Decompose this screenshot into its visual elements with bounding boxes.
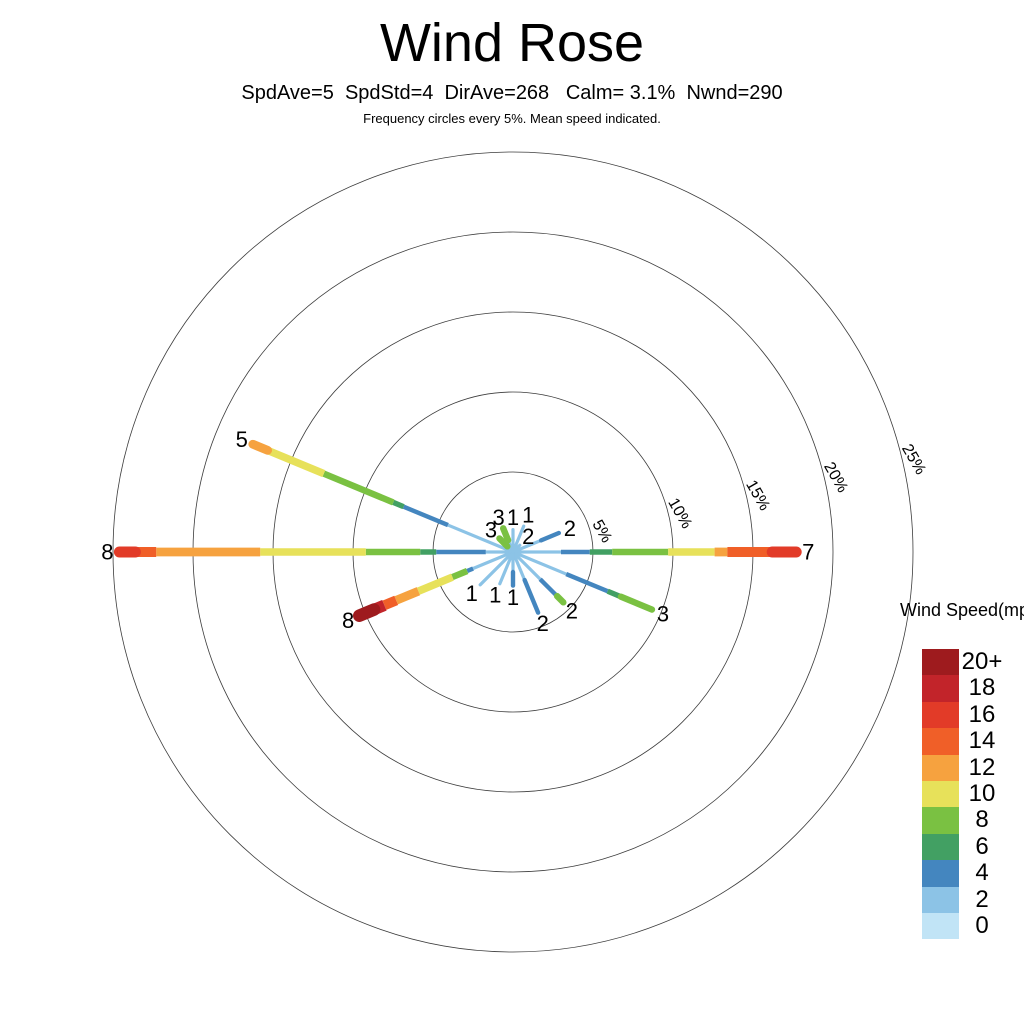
- spoke-WNW-segment-2mph: [447, 523, 514, 554]
- mean-speed-label-NNW: 3: [492, 505, 504, 530]
- legend-label-8: 8: [975, 806, 989, 834]
- ring-label-20: 20%: [820, 459, 851, 495]
- spoke-WSW-segment-4mph: [466, 566, 474, 574]
- spoke-NW-segment-8mph: [496, 535, 511, 550]
- spoke-ESE-segment-8mph: [617, 593, 656, 613]
- spoke-NE-segment-2mph: [511, 543, 522, 554]
- legend-label-0: 0: [975, 911, 989, 939]
- mean-speed-label-NNE: 1: [522, 503, 534, 528]
- legend-entry-10: 10: [922, 779, 1024, 808]
- mean-speed-label-SE: 2: [566, 598, 578, 623]
- legend-entry-18: 18: [922, 674, 1024, 702]
- legend-label-2: 2: [975, 885, 989, 913]
- mean-speed-label-ESE: 3: [657, 602, 669, 627]
- spoke-SW-segment-2mph: [478, 550, 515, 587]
- ring-label-10: 10%: [664, 495, 695, 531]
- legend-swatch-10: [922, 780, 959, 808]
- legend-label-6: 6: [975, 832, 989, 860]
- spoke-WNW-segment-6mph: [392, 499, 405, 510]
- legend-entry-16: 16: [922, 700, 1024, 729]
- mean-speed-label-ENE: 2: [564, 516, 576, 541]
- legend-entry-6: 6: [922, 832, 1024, 861]
- ring-label-group-10: 10%: [664, 495, 695, 531]
- legend-swatch-18: [922, 675, 959, 702]
- mean-speed-label-S: 1: [507, 585, 519, 610]
- legend-label-4: 4: [975, 859, 989, 887]
- legend-label-14: 14: [968, 727, 996, 755]
- legend-rows: 20+ 18 16 14 12 10 8 6 4 2 0: [922, 648, 1024, 940]
- mean-speed-label-NE: 2: [522, 524, 534, 549]
- legend-label-18: 18: [968, 674, 996, 702]
- legend-entry-8: 8: [922, 806, 1024, 834]
- legend-entry-20: 20+: [922, 648, 1024, 676]
- legend-swatch-16: [922, 701, 959, 729]
- ring-label-15: 15%: [742, 477, 773, 513]
- spoke-WSW-segment-12mph: [394, 587, 421, 605]
- legend-entry-14: 14: [922, 727, 1024, 755]
- legend-swatch-20: [922, 649, 959, 676]
- legend-swatch-12: [922, 754, 959, 781]
- mean-speed-label-E: 7: [802, 540, 814, 565]
- spoke-SE-segment-4mph: [538, 577, 559, 598]
- legend-label-12: 12: [968, 753, 996, 781]
- spoke-WSW-segment-10mph: [416, 573, 454, 595]
- legend-entry-2: 2: [922, 885, 1024, 913]
- spoke-WSW-segment-8mph: [451, 568, 469, 581]
- ring-label-25: 25%: [898, 441, 929, 477]
- spoke-SSE-segment-2mph: [511, 551, 527, 581]
- spoke-SSE-segment-4mph: [522, 577, 541, 615]
- legend-label-16: 16: [968, 700, 996, 728]
- legend-swatch-2: [922, 886, 959, 913]
- spoke-SE-segment-2mph: [511, 550, 542, 581]
- spoke-NNE-segment-2mph: [511, 524, 526, 554]
- spoke-ENE-segment-2mph: [512, 538, 542, 554]
- spoke-SE-segment-8mph: [553, 592, 567, 606]
- spoke-WNW-segment-10mph: [266, 446, 326, 478]
- legend-title: Wind Speed(mph): [900, 600, 1024, 620]
- spoke-WNW-segment-12mph: [248, 439, 273, 455]
- ring-label-group-25: 25%: [898, 441, 929, 477]
- legend-entry-0: 0: [922, 911, 1024, 940]
- spoke-ESE-segment-2mph: [512, 550, 567, 576]
- spoke-SSW-segment-2mph: [498, 550, 515, 586]
- ring-label-group-20: 20%: [820, 459, 851, 495]
- legend-swatch-14: [922, 728, 959, 755]
- legend-label-20: 20+: [961, 648, 1003, 675]
- spoke-WNW-segment-8mph: [322, 470, 395, 506]
- mean-speed-label-WNW: 5: [236, 427, 248, 452]
- legend-swatch-0: [922, 912, 959, 940]
- spoke-WSW-segment-14mph: [382, 595, 399, 610]
- spoke-ESE-segment-4mph: [565, 572, 609, 594]
- legend-swatch-4: [922, 860, 959, 887]
- spoke-WSW-segment-20mph: [353, 603, 381, 622]
- legend-label-10: 10: [968, 779, 996, 807]
- mean-speed-label-W: 8: [101, 540, 113, 565]
- spoke-WNW-segment-4mph: [402, 504, 449, 528]
- mean-speed-label-SSE: 2: [537, 611, 549, 636]
- ring-label-group-15: 15%: [742, 477, 773, 513]
- chart-title: Wind Rose: [379, 13, 645, 73]
- frequency-ring-25: [112, 151, 914, 953]
- chart-caption: Frequency circles every 5%. Mean speed i…: [363, 111, 661, 126]
- legend-swatch-6: [922, 833, 959, 861]
- spoke-WSW-segment-2mph: [472, 550, 514, 571]
- legend-entry-12: 12: [922, 753, 1024, 781]
- mean-speed-label-SW: 1: [466, 581, 478, 606]
- mean-speed-label-NW: 3: [485, 517, 497, 542]
- mean-speed-label-SSW: 1: [489, 582, 501, 607]
- spoke-ENE-segment-4mph: [538, 530, 562, 543]
- legend-swatch-8: [922, 807, 959, 834]
- stats-line: SpdAve=5 SpdStd=4 DirAve=268 Calm= 3.1% …: [241, 82, 783, 104]
- mean-speed-label-N: 1: [507, 505, 519, 530]
- mean-speed-label-WSW: 8: [342, 608, 354, 633]
- spoke-NNW-segment-8mph: [500, 525, 512, 544]
- legend-entry-4: 4: [922, 859, 1024, 887]
